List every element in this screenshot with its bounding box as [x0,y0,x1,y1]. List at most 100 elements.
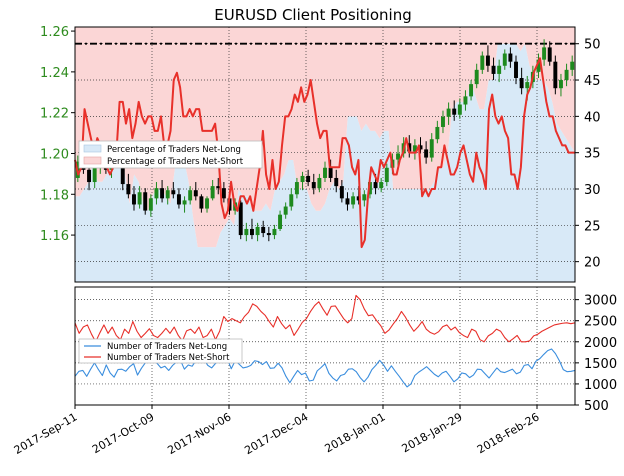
candle-body [480,55,485,70]
candle-body [570,61,575,70]
candle-body [435,126,440,140]
candle-body [261,226,266,234]
left-axis-ticks: 1.16 1.18 1.20 1.22 1.24 1.26 [40,25,75,244]
x-tick-label: 2018-Jan-01 [323,410,388,455]
number-net-short-line [74,294,576,343]
x-tick-label: 2017-Dec-04 [242,410,310,457]
candle-body [508,53,513,62]
legend-swatch-net-long [83,144,102,153]
top-legend-box [78,140,263,169]
candle-body [132,194,136,205]
candle-body [300,175,305,183]
right-tick-label: 50 [584,38,601,53]
candle-body [542,47,547,60]
candle-body [199,196,204,209]
candle-body [188,190,193,201]
candle-body [289,194,294,207]
candle-body [339,186,344,199]
candle-body [441,116,445,127]
candle-body [126,184,131,195]
candle-body [193,190,198,197]
candle-body [564,69,569,81]
candle-body [356,196,361,201]
right-tick-label: 35 [584,147,601,162]
candle-body [424,149,429,158]
bottom-tick-label: 2500 [584,315,617,330]
x-tick-label: 2018-Jan-29 [400,410,465,455]
candle-body [418,145,423,150]
candle-body [154,188,159,199]
candle-body [171,190,176,195]
legend-swatch-net-short [83,156,102,165]
candle-body [148,198,153,211]
right-tick-label: 40 [584,110,601,125]
candle-body [463,96,468,105]
candle-body [238,202,243,236]
candle-body [469,84,474,97]
candle-body [514,61,518,78]
candle-body [367,182,372,195]
candle-body [328,167,333,178]
bottom-tick-label: 2000 [584,336,617,351]
candle-body [429,139,434,158]
candle-body [553,61,558,89]
candle-body [255,226,260,236]
net-position-fills [75,27,575,283]
candle-body [457,104,462,115]
candle-body [120,163,125,185]
bottom-tick-label: 500 [584,399,609,414]
candle-body [407,143,412,152]
candle-body [497,65,502,74]
x-tick-label: 2018-Feb-26 [475,410,542,456]
bottom-axis-ticks: 500 1000 1500 2000 2500 3000 [575,294,617,414]
candle-body [306,175,311,183]
candle-body [452,108,457,115]
candle-body [491,65,496,74]
candle-body [558,80,563,89]
candle-body [485,55,490,66]
right-tick-label: 20 [584,256,601,271]
bottom-panel: 500 1000 1500 2000 2500 3000 Number of Trader… [74,286,617,414]
legend-label-net-short: Percentage of Traders Net-Short [107,157,244,167]
candle-body [334,177,339,187]
legend-label-number-net-short: Number of Traders Net-Short [107,353,230,363]
left-tick-label: 1.18 [40,188,69,203]
candle-body [143,192,148,211]
candle-body [519,78,524,89]
net-short-area [75,27,575,248]
candle-body [244,228,249,236]
bottom-tick-label: 1500 [584,357,617,372]
candle-body [362,194,367,201]
x-tick-label: 2017-Oct-09 [90,410,156,456]
candle-body [384,167,389,183]
left-tick-label: 1.24 [40,66,69,81]
candle-body [396,153,400,160]
left-tick-label: 1.20 [40,147,69,162]
candle-body [210,186,215,199]
candle-body [412,145,417,152]
bottom-tick-label: 1000 [584,378,617,393]
candle-body [345,198,350,205]
number-net-long-line [74,348,576,388]
candle-body [165,190,170,199]
top-panel: 1.161.181.201.221.241.26 20253035404550 … [40,25,601,283]
top-legend: Percentage of Traders Net-Long Percentag… [78,140,263,169]
x-axis-ticks: 2017-Sep-11 2017-Oct-09 2017-Nov-06 2017-De… [12,405,542,457]
candle-body [547,47,552,62]
candle-body [351,196,356,205]
right-tick-label: 45 [584,74,601,89]
top-plot-frame [74,26,576,283]
candle-body [160,188,165,199]
candle-body [317,177,322,189]
candle-body [278,214,283,229]
candle-body [272,228,277,236]
candle-body [502,53,507,66]
left-tick-label: 1.26 [40,25,69,40]
net-long-area [75,43,575,283]
bottom-plot-frame [74,286,576,406]
candle-body [266,233,271,236]
candle-body [216,186,221,189]
right-tick-label: 25 [584,219,601,234]
right-axis-ticks: 20 25 30 35 40 45 50 [575,38,601,271]
